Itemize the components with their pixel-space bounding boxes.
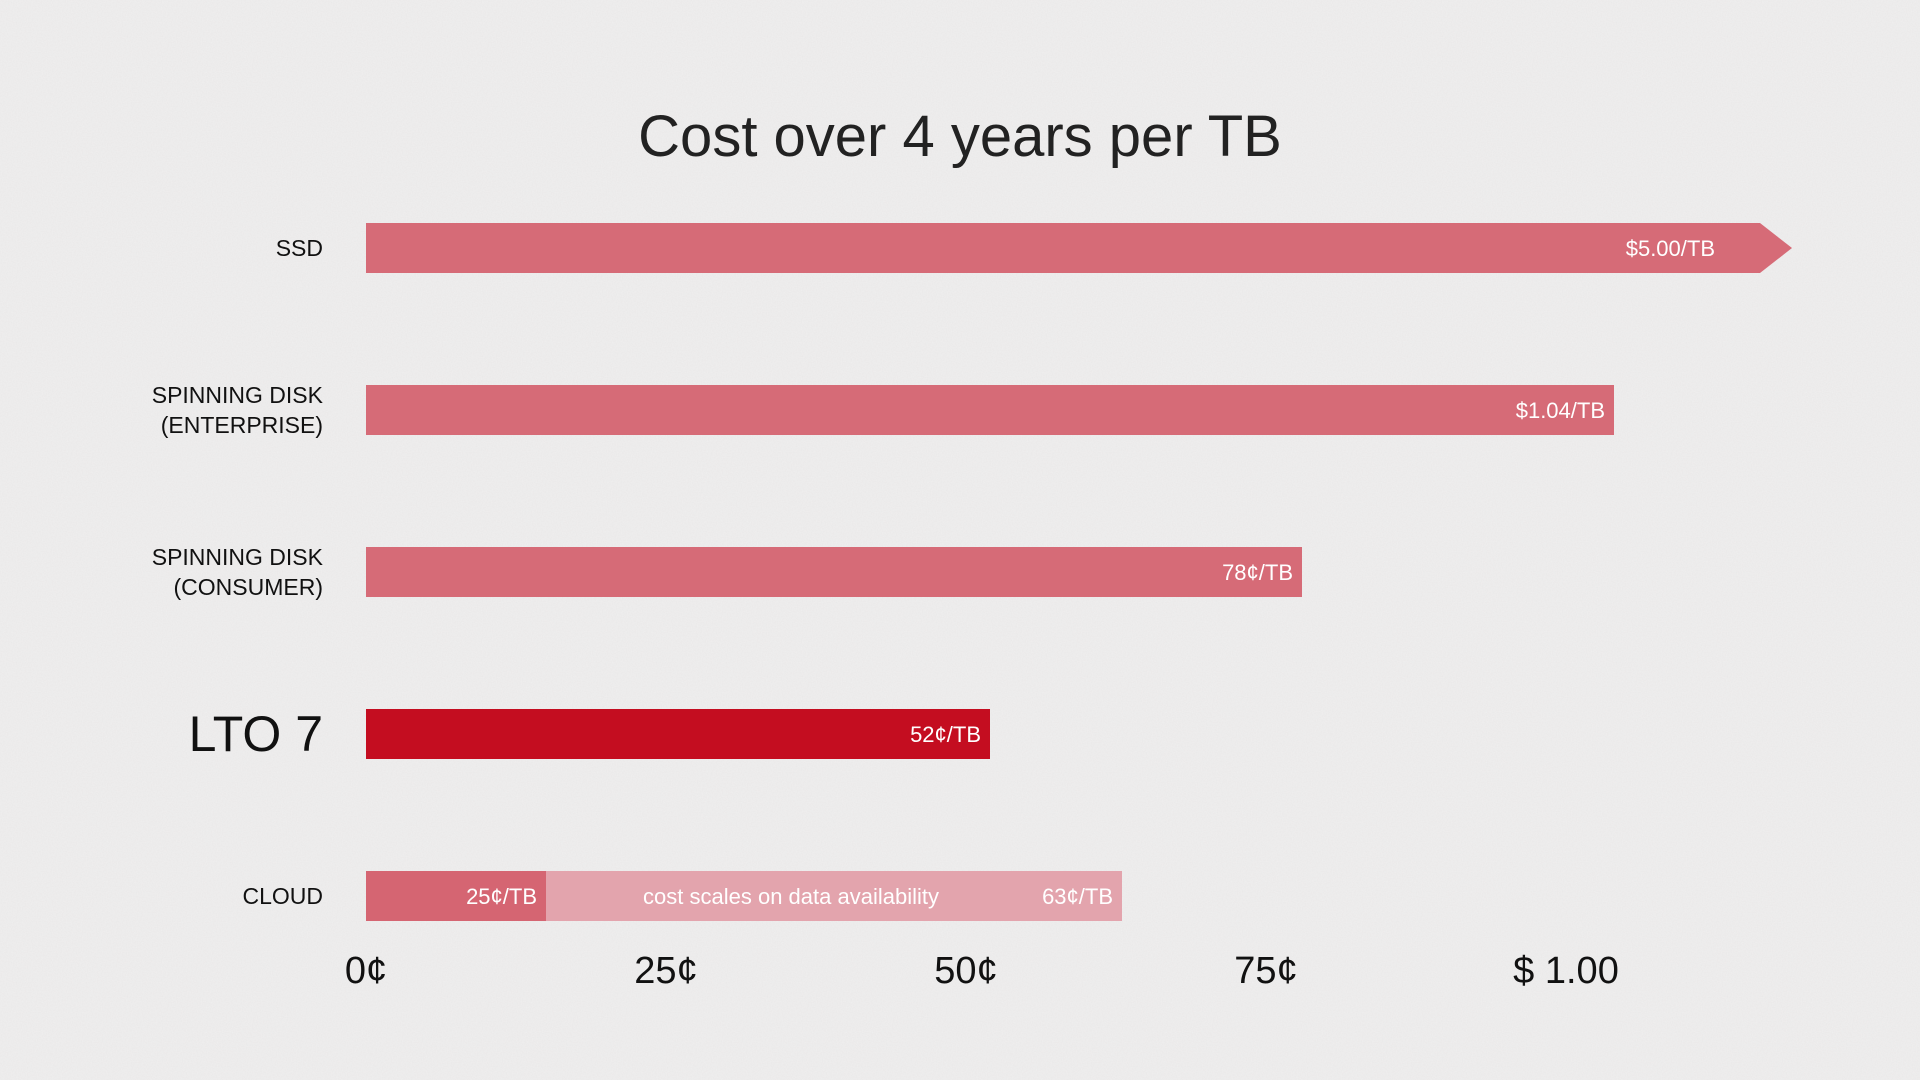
- bar-row: 25¢/TB 63¢/TB cost scales on data availabi…: [242, 871, 1122, 921]
- range-note: cost scales on data availability: [643, 884, 939, 909]
- bar-truncated-arrow: [366, 223, 1792, 273]
- category-label: SSD: [276, 235, 323, 261]
- bar-value-label: 78¢/TB: [1222, 560, 1293, 585]
- bar: [366, 385, 1614, 435]
- bars-group: $5.00/TB SSD $1.04/TB SPINNING DISK (ENTERPR…: [152, 223, 1792, 921]
- range-max-label: 63¢/TB: [1042, 884, 1113, 909]
- bar-row: 78¢/TB SPINNING DISK (CONSUMER): [152, 544, 1302, 600]
- bar-row: $5.00/TB SSD: [276, 223, 1792, 273]
- bar: [366, 871, 546, 921]
- tick-label: 75¢: [1234, 950, 1297, 992]
- category-label: LTO 7: [189, 706, 323, 762]
- category-label: CLOUD: [242, 883, 323, 909]
- tick-label: $ 1.00: [1513, 950, 1619, 992]
- tick-label: 0¢: [345, 950, 387, 992]
- bar-row: $1.04/TB SPINNING DISK (ENTERPRISE): [152, 382, 1614, 438]
- tick-label: 50¢: [934, 950, 997, 992]
- bar-row: 52¢/TB LTO 7: [189, 706, 990, 762]
- category-label: SPINNING DISK: [152, 382, 324, 408]
- chart-title: Cost over 4 years per TB: [638, 104, 1282, 169]
- bar-value-label: 25¢/TB: [466, 884, 537, 909]
- category-label: (CONSUMER): [174, 574, 324, 600]
- bar-value-label: $5.00/TB: [1626, 236, 1715, 261]
- category-label: (ENTERPRISE): [161, 412, 323, 438]
- bar-value-label: $1.04/TB: [1516, 398, 1605, 423]
- category-label: SPINNING DISK: [152, 544, 324, 570]
- x-axis-ticks: 0¢ 25¢ 50¢ 75¢ $ 1.00: [345, 950, 1619, 992]
- bar: [366, 547, 1302, 597]
- bar: [366, 709, 990, 759]
- tick-label: 25¢: [634, 950, 697, 992]
- bar-value-label: 52¢/TB: [910, 722, 981, 747]
